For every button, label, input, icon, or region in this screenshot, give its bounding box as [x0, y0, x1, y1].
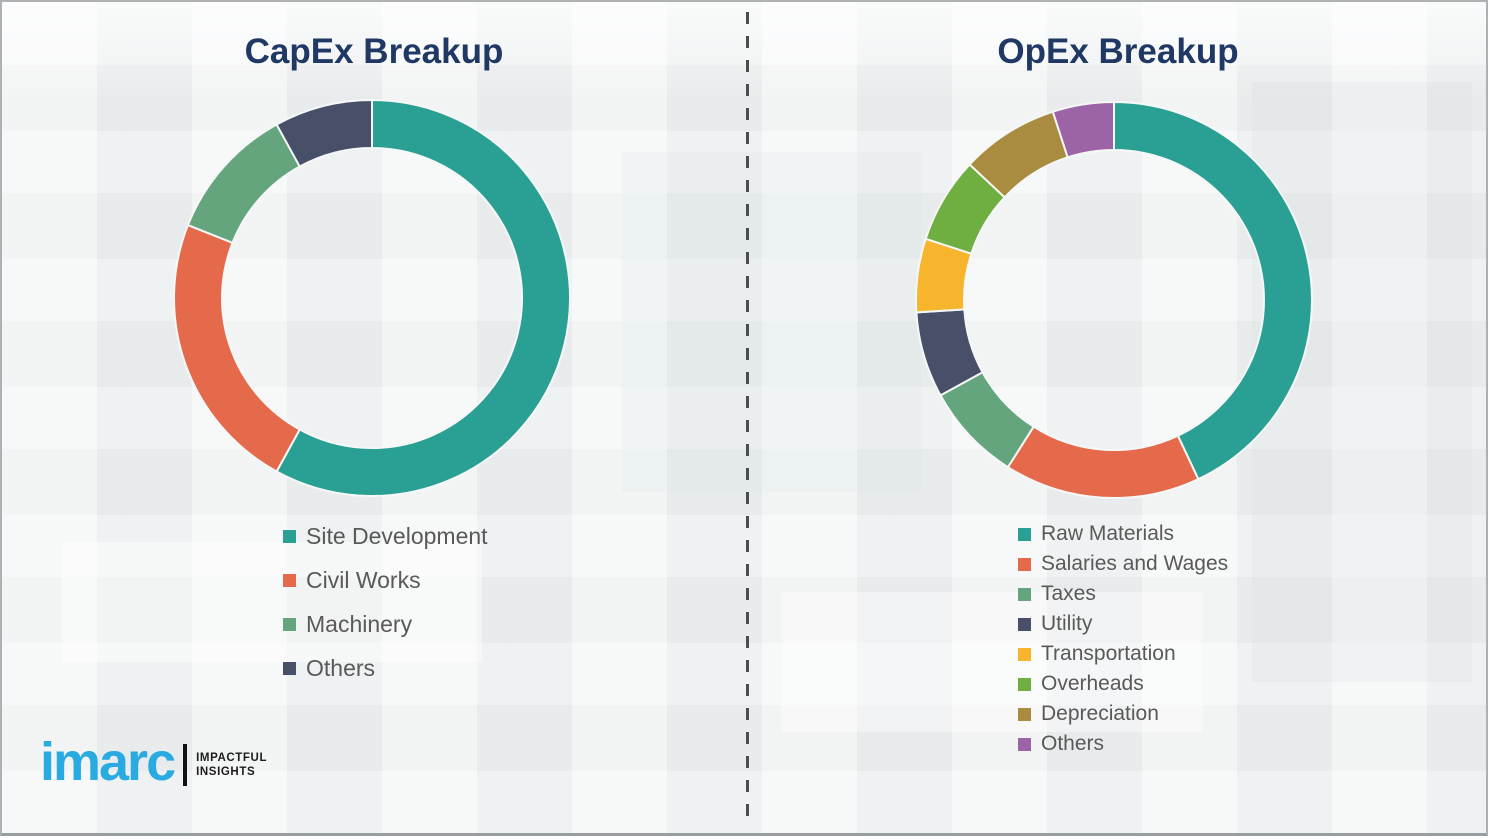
capex-donut-chart — [173, 98, 571, 497]
donut-segment-others — [1051, 100, 1115, 159]
legend-label-site-development: Site Development — [306, 522, 488, 549]
donut-segment-civil-works — [173, 223, 302, 473]
dashed-divider — [746, 12, 749, 828]
legend-swatch-others — [283, 661, 296, 675]
legend-swatch-transportation — [1018, 647, 1031, 661]
capex-legend: Site Development Civil Works Machinery Othe… — [283, 514, 488, 690]
donut-segment-others — [275, 98, 373, 168]
donut-segment-machinery — [186, 123, 302, 245]
opex-panel: OpEx Breakup Raw Materials Salaries and W… — [746, 2, 1488, 838]
legend-item-transportation: Transportation — [1018, 639, 1228, 669]
legend-item-site-development: Site Development — [283, 514, 488, 558]
legend-label-others: Others — [306, 654, 376, 681]
imarc-logo-divider-bar — [183, 744, 188, 786]
opex-legend: Raw Materials Salaries and Wages Taxes Util… — [1018, 519, 1228, 759]
legend-swatch-others — [1018, 737, 1031, 751]
legend-item-overheads: Overheads — [1018, 669, 1228, 699]
legend-item-civil-works: Civil Works — [283, 558, 488, 602]
opex-donut-chart — [915, 100, 1313, 499]
legend-label-taxes: Taxes — [1041, 582, 1096, 605]
opex-title: OpEx Breakup — [997, 32, 1239, 71]
legend-swatch-utility — [1018, 617, 1031, 631]
legend-label-overheads: Overheads — [1041, 672, 1144, 695]
legend-label-depreciation: Depreciation — [1041, 702, 1159, 725]
legend-label-others: Others — [1041, 732, 1105, 755]
legend-swatch-raw-materials — [1018, 527, 1031, 541]
legend-item-utility: Utility — [1018, 609, 1228, 639]
donut-segment-salaries-and-wages — [1006, 425, 1200, 499]
legend-item-raw-materials: Raw Materials — [1018, 519, 1228, 549]
legend-swatch-site-development — [283, 529, 296, 543]
legend-label-utility: Utility — [1041, 612, 1093, 635]
legend-item-others: Others — [1018, 729, 1228, 759]
imarc-logo-tagline: IMPACTFUL INSIGHTS — [196, 751, 267, 779]
legend-swatch-taxes — [1018, 587, 1031, 601]
legend-label-machinery: Machinery — [306, 610, 413, 637]
legend-item-others: Others — [283, 646, 488, 690]
donut-segment-site-development — [275, 98, 571, 497]
legend-item-machinery: Machinery — [283, 602, 488, 646]
legend-swatch-depreciation — [1018, 707, 1031, 721]
legend-item-salaries-and-wages: Salaries and Wages — [1018, 549, 1228, 579]
legend-swatch-civil-works — [283, 573, 296, 587]
legend-label-salaries-and-wages: Salaries and Wages — [1041, 552, 1229, 575]
legend-item-taxes: Taxes — [1018, 579, 1228, 609]
legend-item-depreciation: Depreciation — [1018, 699, 1228, 729]
legend-swatch-salaries-and-wages — [1018, 557, 1031, 571]
imarc-logo-wordmark: imarc — [40, 732, 176, 792]
legend-swatch-machinery — [283, 617, 296, 631]
capex-title: CapEx Breakup — [244, 32, 504, 71]
legend-swatch-overheads — [1018, 677, 1031, 691]
legend-label-civil-works: Civil Works — [306, 566, 421, 593]
imarc-tagline-line2: INSIGHTS — [196, 766, 256, 778]
imarc-logo: imarc IMPACTFUL INSIGHTS — [40, 735, 267, 789]
capex-panel: CapEx Breakup Site Development Civil Work… — [2, 2, 746, 838]
donut-segment-raw-materials — [1113, 100, 1313, 481]
imarc-tagline-line1: IMPACTFUL — [196, 752, 268, 764]
legend-label-raw-materials: Raw Materials — [1041, 522, 1175, 545]
legend-label-transportation: Transportation — [1041, 642, 1176, 665]
